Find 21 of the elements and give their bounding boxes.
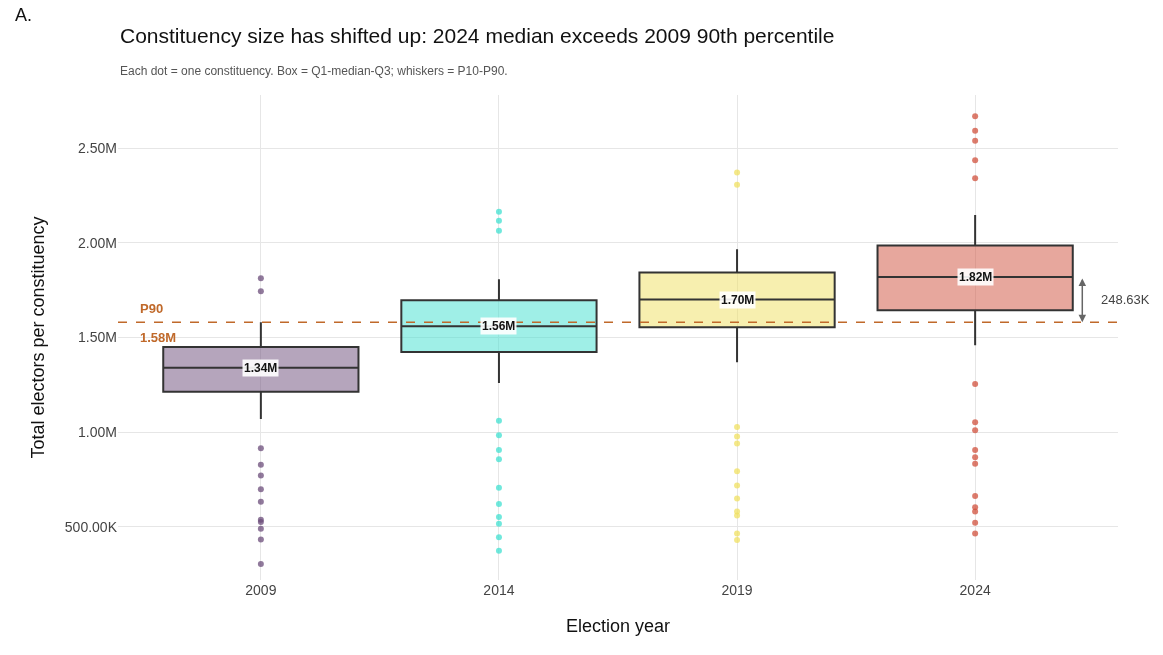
y-tick-label: 500.00K bbox=[64, 518, 118, 535]
y-tick-label: 1.50M bbox=[78, 329, 117, 346]
annotation: 1.82M bbox=[959, 270, 993, 284]
y-tick-label: 1.00M bbox=[78, 424, 117, 441]
y-tick-label: 2.50M bbox=[78, 139, 117, 156]
x-tick-label: 2009 bbox=[245, 582, 277, 598]
x-tick-label: 2014 bbox=[483, 582, 515, 598]
annotation: 1.70M bbox=[721, 293, 755, 307]
chart-title: Constituency size has shifted up: 2024 median exceeds 2009 90th percentile bbox=[120, 24, 835, 47]
x-tick-label: 2019 bbox=[721, 582, 753, 598]
text: A. bbox=[15, 5, 33, 25]
y-axis-title: Total electors per constituency bbox=[28, 216, 49, 459]
annotation: 1.34M bbox=[244, 361, 278, 375]
ref-line-label: P90 bbox=[140, 301, 164, 316]
annotation: 1.58M bbox=[140, 330, 177, 345]
y-tick-label: 2.00M bbox=[78, 234, 117, 251]
chart-subtitle: Each dot = one constituency. Box = Q1-median-Q3; whiskers = P10-P90. bbox=[120, 64, 508, 78]
annotation: 1.56M bbox=[482, 319, 516, 333]
annotation: 248.63K bbox=[1101, 292, 1150, 307]
x-tick-label: 2024 bbox=[959, 582, 991, 598]
x-axis-title: Election year bbox=[565, 616, 671, 637]
